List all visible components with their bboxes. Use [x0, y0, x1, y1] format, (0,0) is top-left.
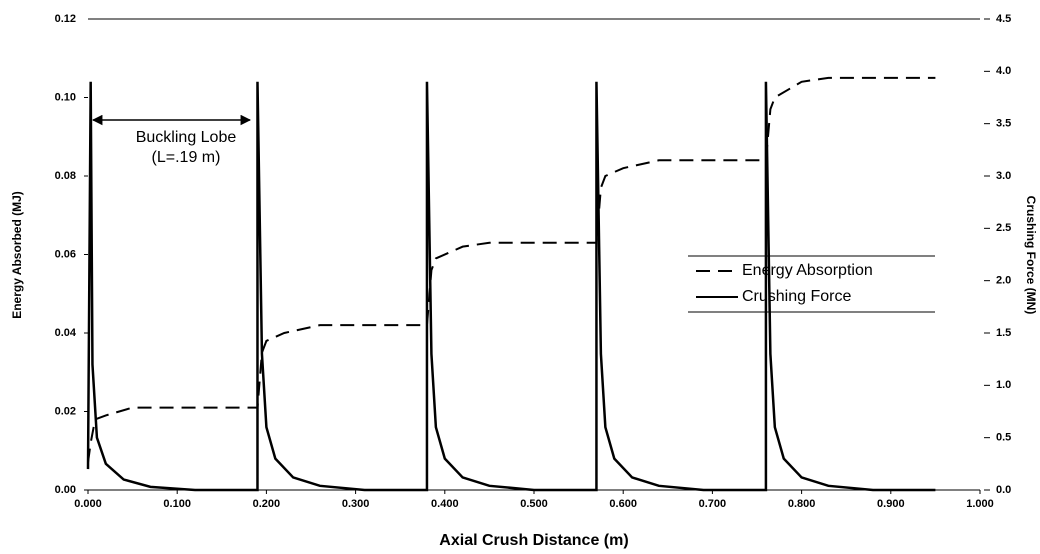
- y-axis-label: Energy Absorbed (MJ): [10, 191, 24, 319]
- y-tick-label: 0.08: [55, 170, 76, 182]
- series-line: [86, 81, 936, 492]
- x-tick-label: 0.400: [431, 498, 459, 510]
- x-tick-label: 0.500: [520, 498, 548, 510]
- y2-tick-label: 3.5: [996, 118, 1011, 130]
- x-tick-label: 0.200: [253, 498, 281, 510]
- y2-tick-label: 3.0: [996, 170, 1011, 182]
- y-tick-label: 0.06: [55, 248, 76, 260]
- x-tick-label: 0.700: [699, 498, 727, 510]
- y-tick-label: 0.04: [55, 327, 77, 339]
- y-tick-label: 0.00: [55, 484, 76, 496]
- x-tick-label: 0.800: [788, 498, 816, 510]
- annotation: (L=.19 m): [152, 149, 221, 166]
- y2-tick-label: 2.5: [996, 222, 1011, 234]
- x-tick-label: 0.100: [163, 498, 191, 510]
- y2-tick-label: 0.0: [996, 484, 1011, 496]
- y2-tick-label: 1.0: [996, 379, 1011, 391]
- legend: [688, 256, 935, 312]
- y2-tick-label: 2.0: [996, 275, 1011, 287]
- y2-axis-label: Crushing Force (MN): [1024, 196, 1038, 315]
- y2-tick-label: 4.5: [996, 13, 1011, 25]
- y-tick-label: 0.10: [55, 91, 76, 103]
- y2-tick-label: 1.5: [996, 327, 1011, 339]
- x-tick-label: 0.600: [609, 498, 637, 510]
- annotation: Buckling Lobe: [136, 129, 237, 146]
- y2-tick-label: 4.0: [996, 65, 1011, 77]
- x-tick-label: 0.300: [342, 498, 370, 510]
- y2-tick-label: 0.5: [996, 432, 1011, 444]
- x-tick-label: 0.900: [877, 498, 905, 510]
- x-axis-label: Axial Crush Distance (m): [439, 532, 628, 549]
- x-tick-label: 1.000: [966, 498, 994, 510]
- y-tick-label: 0.12: [55, 13, 76, 25]
- legend-label: Crushing Force: [742, 288, 851, 305]
- series-line: [87, 76, 936, 463]
- y-tick-label: 0.02: [55, 405, 76, 417]
- legend-label: Energy Absorption: [742, 262, 873, 279]
- x-tick-label: 0.000: [74, 498, 102, 510]
